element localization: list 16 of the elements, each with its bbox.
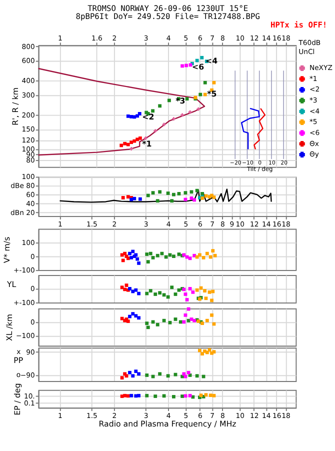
x-axis-title: Radio and Plasma Frequency / MHz xyxy=(98,420,236,429)
annotation: *1 xyxy=(142,139,152,148)
annotation: <6 xyxy=(192,62,205,72)
text: HPTx is OFF! xyxy=(270,20,328,30)
y-axis-title: V* m/s xyxy=(2,236,12,263)
y-axis-title: EP / deg xyxy=(13,383,22,416)
y-axis-title: PP xyxy=(14,356,24,365)
annotation: <2 xyxy=(142,112,154,122)
y-axis-title: YL xyxy=(6,280,17,290)
chart-subtitle: 8pBP6It DoY= 249.520 File= TR127488.BPG xyxy=(76,12,260,22)
annotation: <4 xyxy=(206,56,218,66)
chart-title: TROMSO NORWAY 26-09-06 1230UT 15°E xyxy=(88,4,248,14)
annotation: *3 xyxy=(176,96,186,106)
annotation: *5 xyxy=(207,89,217,98)
y-axis-title: XL /km xyxy=(5,314,14,342)
y-axis-title: R', R / km xyxy=(10,88,20,126)
